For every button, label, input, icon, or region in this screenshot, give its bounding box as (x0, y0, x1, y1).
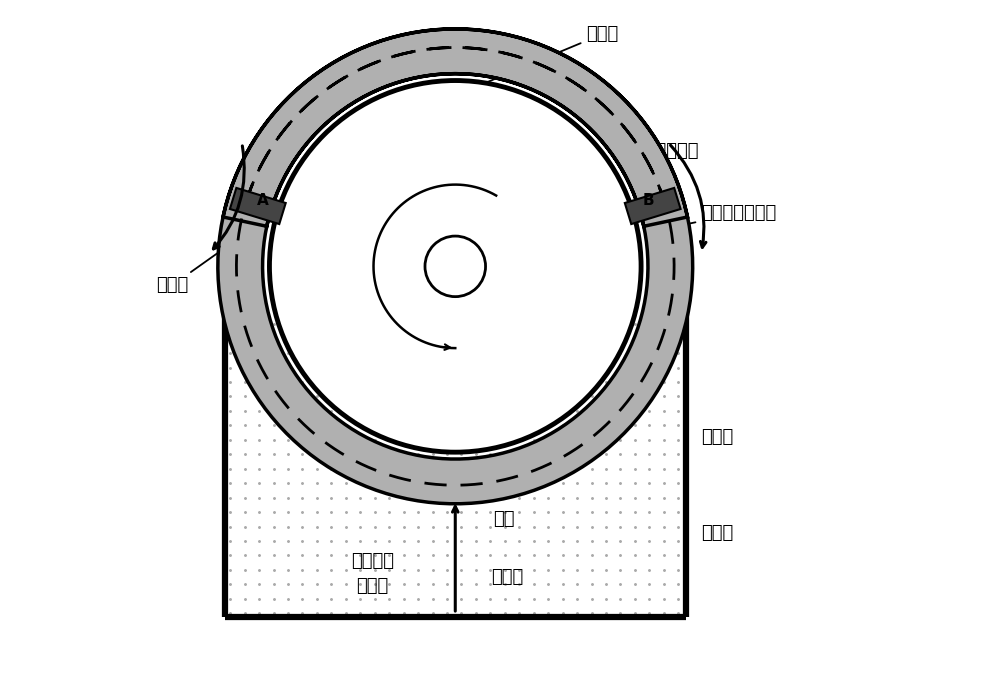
Text: A: A (257, 193, 268, 208)
Text: 电解液的
供给部: 电解液的 供给部 (351, 552, 394, 595)
Text: 绝缘板: 绝缘板 (156, 230, 250, 294)
Text: 阴极辊: 阴极辊 (485, 26, 618, 83)
Text: 电解液: 电解液 (491, 567, 523, 585)
Circle shape (269, 81, 641, 452)
Polygon shape (625, 188, 681, 224)
Text: B: B (642, 193, 654, 208)
Polygon shape (218, 29, 693, 504)
Circle shape (425, 236, 486, 296)
Text: 电解液的流出口: 电解液的流出口 (685, 204, 776, 225)
Text: 电解槽: 电解槽 (701, 428, 733, 446)
Text: 阳极: 阳极 (493, 511, 514, 529)
Polygon shape (156, 1, 844, 690)
Polygon shape (230, 188, 286, 224)
Text: 电解液的液面: 电解液的液面 (634, 142, 699, 177)
Text: 电解液: 电解液 (701, 524, 733, 542)
